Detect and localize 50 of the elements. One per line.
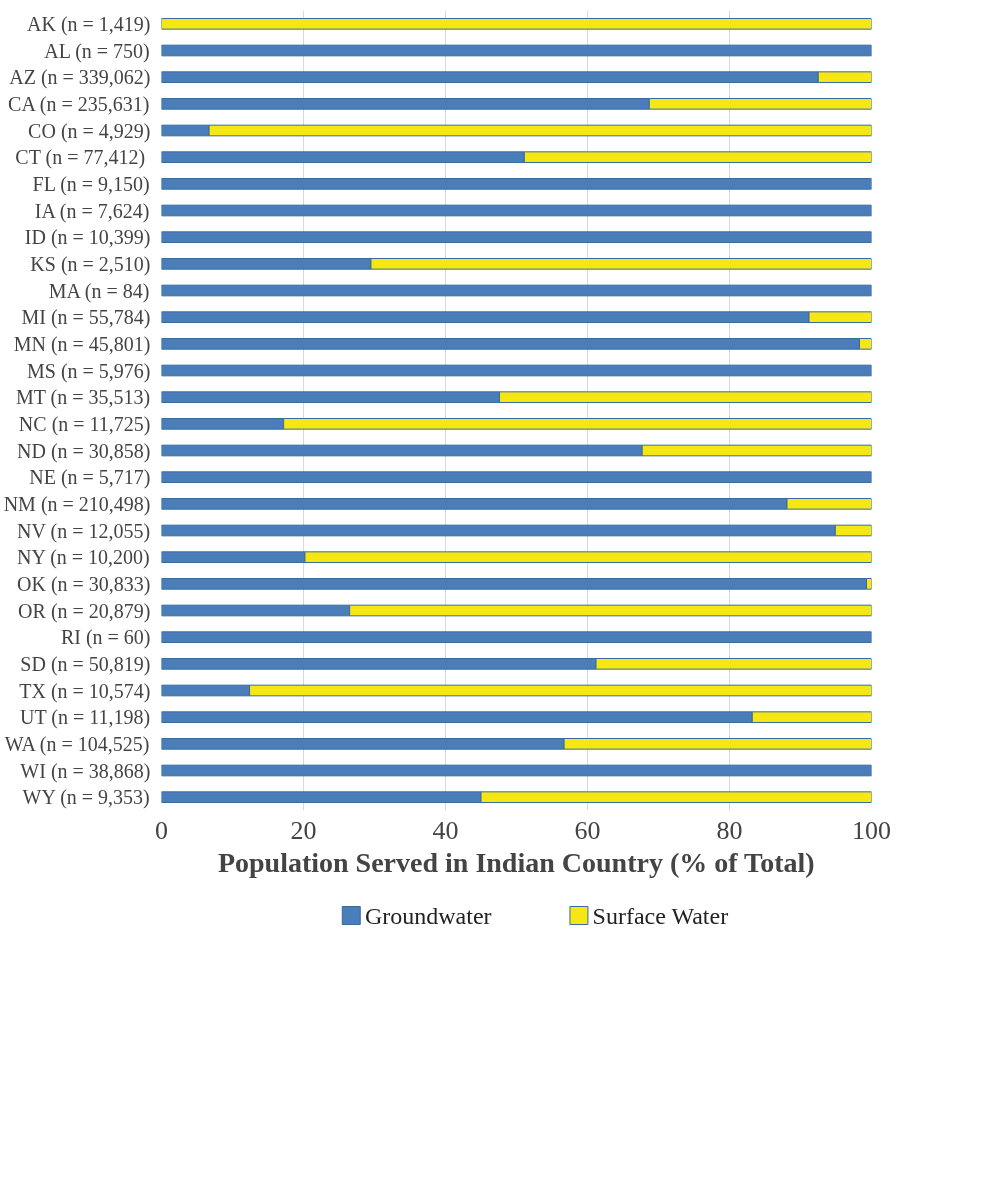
bar	[161, 204, 872, 217]
y-tick-label: NC (n = 11,725)	[18, 412, 151, 436]
x-tick-label: 60	[574, 815, 601, 845]
legend-label: Groundwater	[364, 902, 492, 929]
y-tick-label: RI (n = 60)	[60, 626, 151, 650]
y-tick-label: CO (n = 4,929)	[28, 119, 151, 143]
y-tick-label: NY (n = 10,200)	[17, 546, 150, 570]
y-tick-label: AL (n = 750)	[44, 39, 150, 63]
x-tick-label: 80	[716, 815, 743, 845]
x-tick-label: 40	[432, 815, 459, 845]
y-tick-label: NV (n = 12,055)	[17, 519, 151, 543]
y-tick-label: OK (n = 30,833)	[17, 572, 151, 596]
y-tick-label: MA (n = 84)	[48, 279, 150, 303]
y-tick-label: NM (n = 210,498)	[3, 492, 151, 516]
y-tick-label: CA (n = 235,631)	[8, 92, 150, 116]
y-tick-label: TX (n = 10,574)	[19, 679, 151, 703]
x-axis-title: Population Served in Indian Country (% of Total)	[217, 846, 815, 878]
y-tick-label: NE (n = 5,717)	[29, 466, 151, 490]
y-tick-label: SD (n = 50,819)	[20, 652, 151, 676]
y-tick-label: KS (n = 2,510)	[30, 252, 151, 276]
y-tick-label: OR (n = 20,879)	[18, 599, 151, 623]
y-tick-label: MN (n = 45,801)	[13, 332, 151, 356]
y-tick-label: ND (n = 30,858)	[17, 439, 151, 463]
bar	[161, 178, 872, 190]
y-tick-label: WA (n = 104,525)	[4, 732, 150, 756]
bar	[161, 764, 872, 777]
y-tick-label: AZ (n = 339,062)	[9, 66, 151, 90]
legend-label: Surface Water	[592, 902, 729, 929]
x-tick-label: 0	[155, 815, 168, 845]
y-tick-label: AK (n = 1,419)	[27, 12, 151, 36]
bar	[161, 631, 872, 643]
y-tick-label: IA (n = 7,624)	[34, 199, 150, 223]
y-tick-label: MT (n = 35,513)	[15, 386, 151, 410]
y-tick-label: MS (n = 5,976)	[26, 359, 151, 383]
x-tick-label: 20	[290, 815, 317, 845]
y-tick-label: FL (n = 9,150)	[32, 172, 150, 196]
y-tick-label: WI (n = 38,868)	[20, 759, 151, 783]
bar	[161, 44, 872, 57]
y-tick-label: ID (n = 10,399)	[24, 226, 151, 250]
bar	[161, 284, 872, 297]
bar	[161, 471, 872, 483]
y-tick-label: UT (n = 11,198)	[19, 706, 151, 730]
bar	[161, 578, 868, 590]
bar	[161, 231, 872, 243]
y-tick-label: MI (n = 55,784)	[21, 306, 151, 330]
y-tick-label: WY (n = 9,353)	[22, 786, 150, 810]
bar	[161, 364, 872, 377]
x-tick-label: 100	[852, 815, 891, 845]
y-tick-label: CT (n = 77,412)	[15, 146, 146, 170]
bar	[161, 18, 872, 30]
